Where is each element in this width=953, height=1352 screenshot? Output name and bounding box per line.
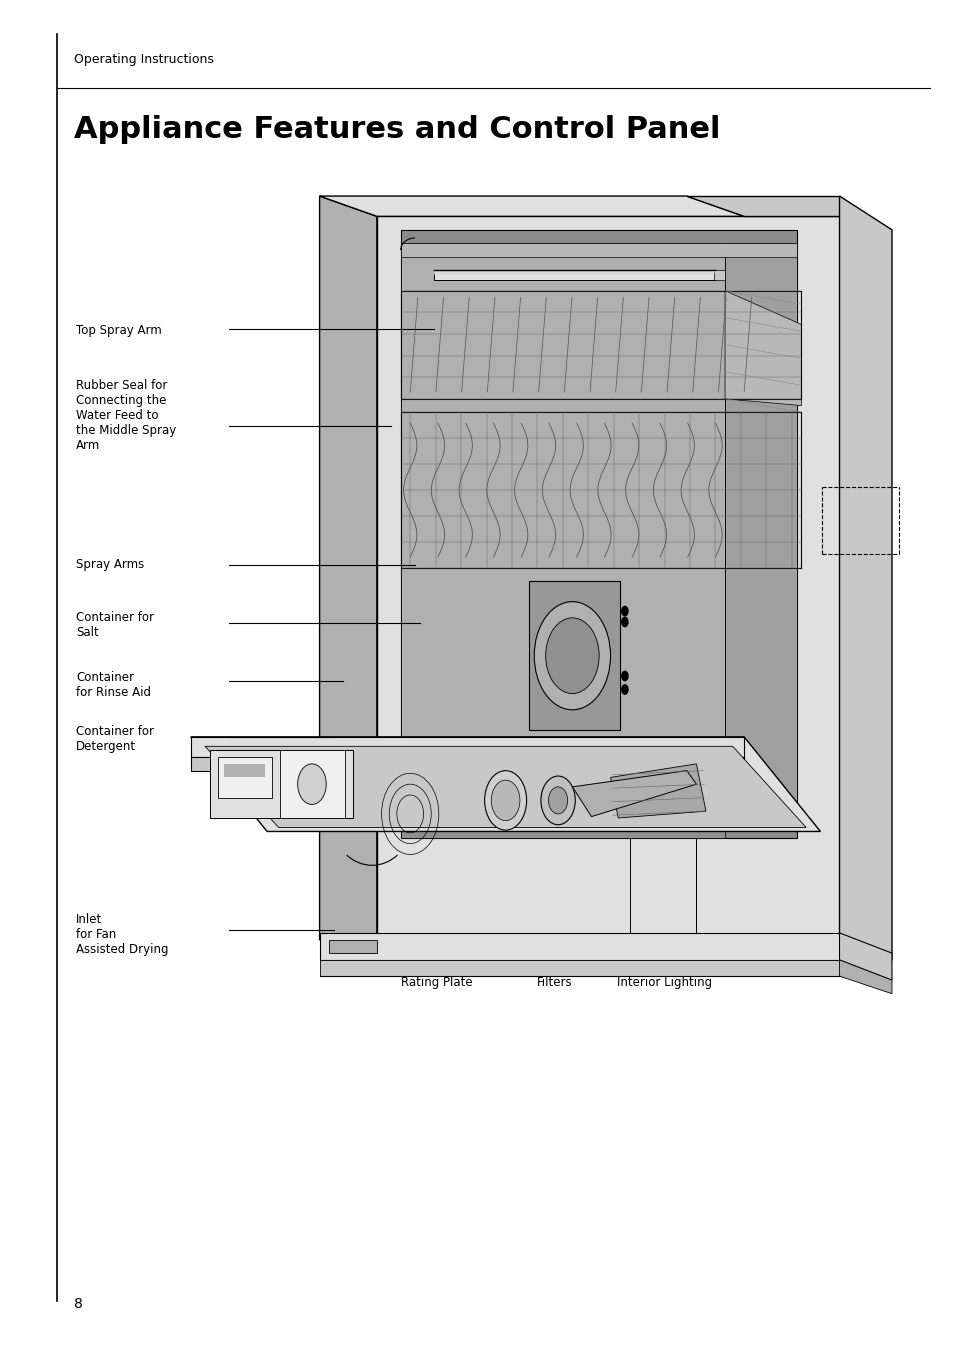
Polygon shape xyxy=(319,933,839,960)
Text: Spray Arms: Spray Arms xyxy=(76,558,145,572)
Polygon shape xyxy=(724,243,796,831)
Circle shape xyxy=(548,787,567,814)
Polygon shape xyxy=(400,243,796,257)
Text: Top Spray Arm: Top Spray Arm xyxy=(76,324,162,338)
Polygon shape xyxy=(319,960,839,976)
Polygon shape xyxy=(319,196,743,216)
Text: Appliance Features and Control Panel: Appliance Features and Control Panel xyxy=(74,115,720,143)
Polygon shape xyxy=(839,960,891,994)
Polygon shape xyxy=(713,270,724,280)
Polygon shape xyxy=(376,216,839,960)
Polygon shape xyxy=(400,831,724,838)
Circle shape xyxy=(620,671,628,681)
Text: Container for
Salt: Container for Salt xyxy=(76,611,154,639)
Polygon shape xyxy=(319,196,376,960)
Polygon shape xyxy=(572,771,696,817)
Circle shape xyxy=(484,771,526,830)
Polygon shape xyxy=(434,270,715,280)
Polygon shape xyxy=(529,581,619,730)
Text: Operating Instructions: Operating Instructions xyxy=(74,53,214,66)
Text: Interior Lighting: Interior Lighting xyxy=(617,976,712,990)
Polygon shape xyxy=(400,230,796,838)
Circle shape xyxy=(491,780,519,821)
Polygon shape xyxy=(191,737,743,757)
Polygon shape xyxy=(839,933,891,980)
Polygon shape xyxy=(210,750,353,818)
Polygon shape xyxy=(686,196,839,216)
Circle shape xyxy=(620,606,628,617)
Polygon shape xyxy=(191,757,743,771)
Text: Rating Plate: Rating Plate xyxy=(400,976,472,990)
Text: Container for
Detergent: Container for Detergent xyxy=(76,725,154,753)
Polygon shape xyxy=(724,291,801,406)
Text: Filters: Filters xyxy=(537,976,572,990)
Text: Rubber Seal for
Connecting the
Water Feed to
the Middle Spray
Arm: Rubber Seal for Connecting the Water Fee… xyxy=(76,379,176,452)
Polygon shape xyxy=(839,196,891,960)
Circle shape xyxy=(620,684,628,695)
Polygon shape xyxy=(205,746,805,827)
Circle shape xyxy=(545,618,598,694)
Text: Inlet
for Fan
Assisted Drying: Inlet for Fan Assisted Drying xyxy=(76,913,169,956)
Polygon shape xyxy=(329,940,376,953)
Circle shape xyxy=(534,602,610,710)
Polygon shape xyxy=(217,757,272,798)
Text: 8: 8 xyxy=(74,1298,83,1311)
Circle shape xyxy=(297,764,326,804)
Polygon shape xyxy=(224,764,265,777)
Polygon shape xyxy=(434,270,715,274)
Circle shape xyxy=(540,776,575,825)
Polygon shape xyxy=(191,737,820,831)
Polygon shape xyxy=(279,750,345,818)
Polygon shape xyxy=(610,764,705,818)
Circle shape xyxy=(620,617,628,627)
Text: Container
for Rinse Aid: Container for Rinse Aid xyxy=(76,671,152,699)
Polygon shape xyxy=(400,243,724,831)
